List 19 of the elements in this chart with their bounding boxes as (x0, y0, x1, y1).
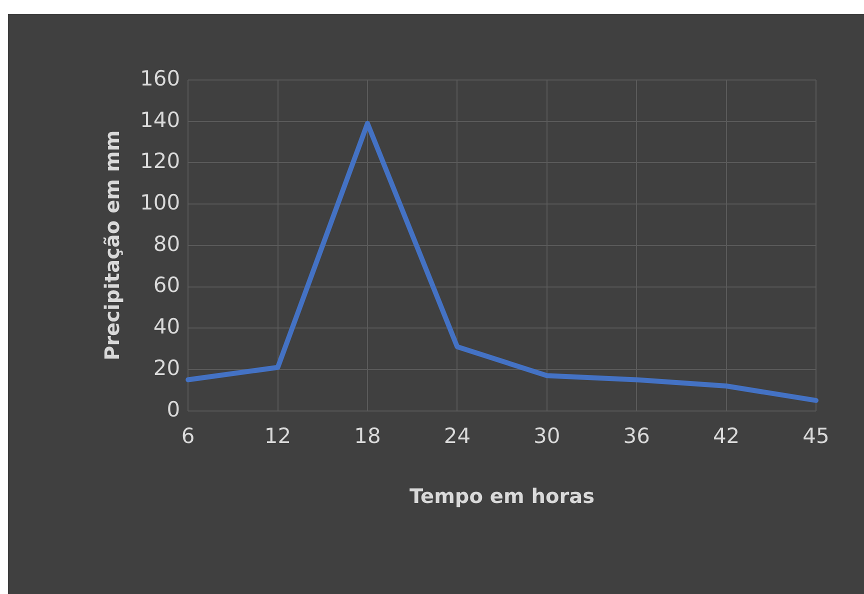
x-tick-label: 12 (264, 424, 292, 448)
y-tick-label: 120 (140, 149, 180, 174)
x-axis-title: Tempo em horas (410, 484, 595, 508)
y-tick-label: 60 (153, 273, 180, 298)
y-tick-label: 100 (140, 190, 180, 215)
x-tick-label: 42 (712, 424, 740, 448)
x-tick-label: 24 (444, 424, 471, 448)
y-tick-label: 140 (140, 108, 180, 132)
x-tick-label: 45 (802, 424, 830, 448)
y-tick-label: 0 (166, 397, 180, 422)
x-tick-label: 6 (181, 424, 195, 448)
y-tick-label: 20 (153, 356, 180, 380)
x-tick-label: 30 (534, 424, 560, 448)
y-axis-title: Precipitação em mm (100, 130, 124, 360)
y-tick-label: 40 (153, 314, 180, 339)
y-tick-label: 80 (153, 232, 180, 256)
x-tick-label: 36 (623, 424, 650, 448)
y-tick-label: 160 (140, 66, 180, 90)
x-tick-label: 18 (354, 424, 381, 448)
